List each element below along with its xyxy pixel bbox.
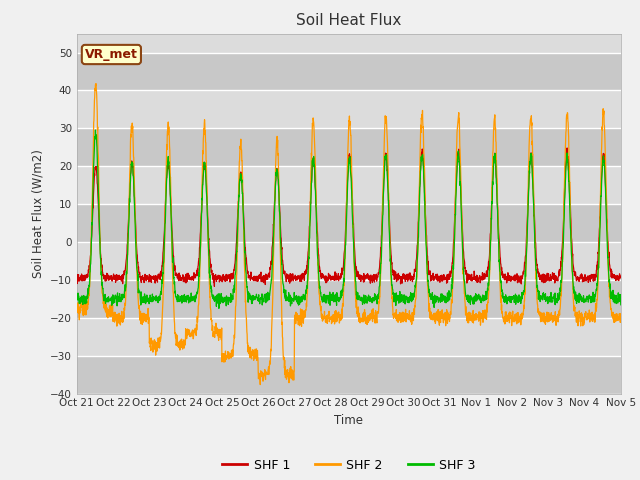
SHF 3 xyxy=(73,295,81,301)
Bar xyxy=(77,52,621,90)
SHF 3 xyxy=(570,281,577,287)
SHF 1 xyxy=(563,145,571,151)
Bar xyxy=(77,90,621,128)
Bar xyxy=(77,242,621,280)
SHF 3 xyxy=(225,296,233,302)
SHF 1 xyxy=(584,279,592,285)
SHF 2 xyxy=(92,81,100,86)
Bar xyxy=(77,356,621,394)
Bar xyxy=(77,166,621,204)
SHF 1 xyxy=(376,253,384,259)
Line: SHF 3: SHF 3 xyxy=(77,130,621,308)
Bar xyxy=(77,280,621,318)
SHF 1 xyxy=(73,277,81,283)
SHF 1 xyxy=(507,273,515,279)
SHF 2 xyxy=(584,311,592,316)
SHF 2 xyxy=(617,313,625,319)
SHF 1 xyxy=(570,262,577,268)
SHF 2 xyxy=(73,304,81,310)
Legend: SHF 1, SHF 2, SHF 3: SHF 1, SHF 2, SHF 3 xyxy=(218,454,480,477)
Bar xyxy=(77,204,621,242)
SHF 1 xyxy=(617,275,625,281)
SHF 1 xyxy=(225,272,232,278)
SHF 2 xyxy=(570,295,577,300)
SHF 3 xyxy=(584,299,592,305)
SHF 3 xyxy=(92,127,99,133)
SHF 3 xyxy=(365,297,372,303)
SHF 3 xyxy=(508,300,515,305)
SHF 1 xyxy=(211,284,218,289)
SHF 1 xyxy=(365,275,372,280)
SHF 3 xyxy=(215,305,223,311)
X-axis label: Time: Time xyxy=(334,414,364,427)
Line: SHF 2: SHF 2 xyxy=(77,84,621,384)
Y-axis label: Soil Heat Flux (W/m2): Soil Heat Flux (W/m2) xyxy=(31,149,45,278)
SHF 2 xyxy=(257,382,264,387)
SHF 2 xyxy=(508,316,515,322)
Text: VR_met: VR_met xyxy=(85,48,138,61)
SHF 2 xyxy=(365,318,372,324)
Bar xyxy=(77,318,621,356)
Bar xyxy=(77,128,621,166)
SHF 3 xyxy=(617,302,625,308)
SHF 3 xyxy=(377,261,385,266)
SHF 2 xyxy=(225,349,232,355)
Line: SHF 1: SHF 1 xyxy=(77,148,621,287)
SHF 2 xyxy=(377,269,385,275)
Title: Soil Heat Flux: Soil Heat Flux xyxy=(296,13,401,28)
